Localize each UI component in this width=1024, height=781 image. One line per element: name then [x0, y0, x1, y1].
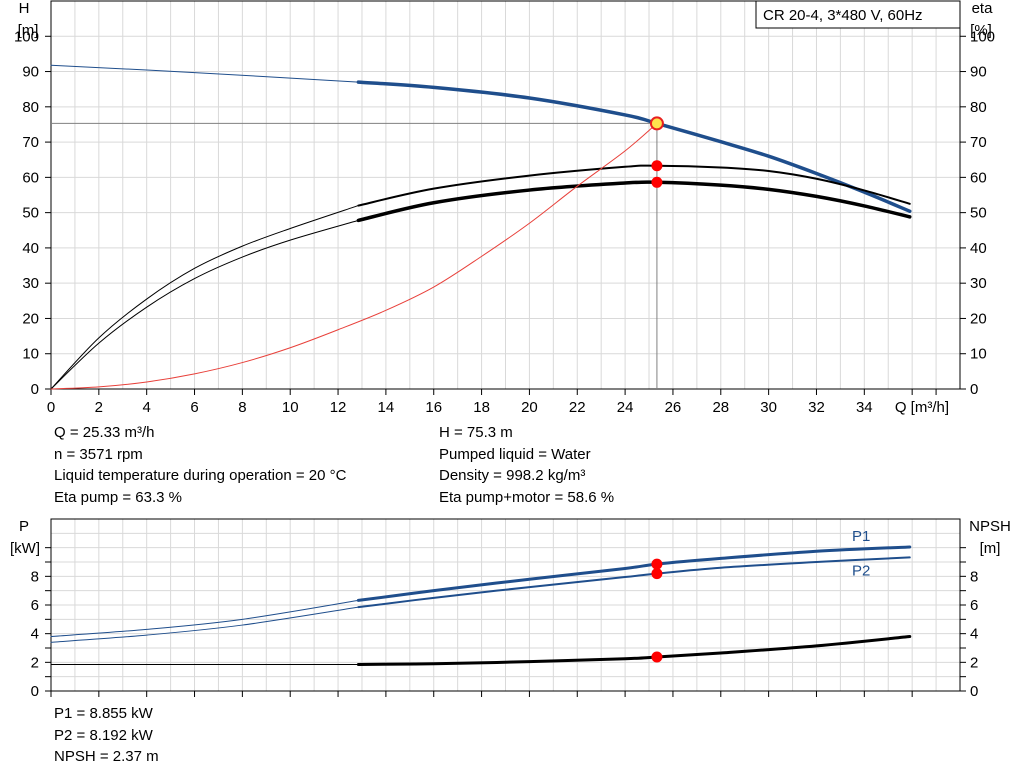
chart1-y-tick-label-left: 20 — [22, 310, 39, 327]
chart1-x-axis-label: Q [m³/h] — [895, 399, 949, 416]
chart1-y-tick-label-left: 80 — [22, 99, 39, 116]
chart2-curve-npsh — [356, 635, 912, 666]
chart2-y-tick-label-right: 6 — [970, 597, 978, 614]
info-eta-pump: Eta pump = 63.3 % — [54, 488, 182, 506]
info-p1: P1 = 8.855 kW — [54, 705, 153, 722]
chart2-y-tick-label-right: 4 — [970, 626, 978, 643]
info-flow: Q = 25.33 m³/h — [54, 424, 155, 441]
chart2-y-tick-label-left: 2 — [31, 654, 39, 671]
chart1-x-tick-label: 8 — [238, 399, 246, 416]
chart2-y-tick-label-right: 2 — [970, 654, 978, 671]
info-pumped-liquid: Pumped liquid = Water — [439, 445, 591, 463]
chart1-y-tick-label-right: 80 — [970, 99, 987, 116]
info-p2: P2 = 8.192 kW — [54, 726, 153, 744]
chart1-curve-eta_pump_thin — [50, 205, 359, 390]
chart2-y-axis-unit-right: [m] — [980, 540, 1001, 557]
chart1-y-tick-label-left: 60 — [22, 169, 39, 186]
chart1-y-tick-label-left: 30 — [22, 275, 39, 292]
chart1-x-tick-label: 10 — [282, 399, 299, 416]
chart-title: CR 20-4, 3*480 V, 60Hz — [763, 7, 923, 24]
chart2-curve-p1_thin — [50, 599, 359, 638]
chart1-x-tick-label: 14 — [378, 399, 395, 416]
chart1-x-tick-label: 4 — [143, 399, 151, 416]
chart1-y-tick-label-left: 90 — [22, 64, 39, 81]
power-info: P1 = 8.855 kW P2 = 8.192 kW NPSH = 2.37 … — [54, 703, 159, 768]
chart1-y-axis-label-left: H — [19, 0, 30, 17]
chart1-curve-head — [356, 80, 912, 213]
chart1-y-tick-label-left: 10 — [22, 346, 39, 363]
chart1-y-tick-label-right: 60 — [970, 169, 987, 186]
chart1-x-tick-label: 12 — [330, 399, 347, 416]
info-head: H = 75.3 m — [439, 424, 513, 441]
chart2-curve-p2_thin — [50, 606, 359, 643]
info-liquid-temperature: Liquid temperature during operation = 20… — [54, 467, 347, 484]
chart2-curve-p2 — [357, 556, 911, 609]
chart1-frame — [50, 0, 961, 390]
info-eta-pump-motor: Eta pump+motor = 58.6 % — [439, 488, 615, 506]
chart1-x-tick-label: 28 — [712, 399, 729, 416]
chart1-y-tick-label-left: 0 — [31, 381, 39, 398]
chart1-curve-eta_pump — [357, 164, 911, 207]
chart1-y-tick-label-right: 50 — [970, 205, 987, 222]
chart2-operating-point — [651, 568, 663, 580]
chart1-y-tick-label-left: 100 — [14, 28, 39, 45]
chart2-y-axis-label-left: P — [19, 518, 29, 535]
chart2-y-tick-label-left: 0 — [31, 683, 39, 700]
chart1-operating-point — [651, 160, 663, 172]
chart1-x-tick-label: 20 — [521, 399, 538, 416]
chart2-operating-point — [651, 558, 663, 570]
chart1-y-tick-label-left: 40 — [22, 240, 39, 257]
chart1-x-tick-label: 0 — [47, 399, 55, 416]
chart1-curve-head_thin — [50, 64, 359, 83]
chart1-y-axis-unit-left: [m] — [18, 22, 39, 39]
chart1-y-tick-label-right: 40 — [970, 240, 987, 257]
chart1-x-tick-label: 34 — [856, 399, 873, 416]
chart1-y-tick-label-left: 50 — [22, 205, 39, 222]
chart1-x-tick-label: 24 — [617, 399, 634, 416]
chart1-x-tick-label: 22 — [569, 399, 586, 416]
duty-point-marker — [649, 116, 664, 131]
chart2-y-axis-unit-left: [kW] — [10, 540, 40, 557]
chart1-y-axis-unit-right: [%] — [970, 22, 992, 39]
chart2-operating-point — [651, 651, 663, 663]
chart1-y-axis-label-right: eta — [972, 0, 994, 17]
operating-info-left: Q = 25.33 m³/h n = 3571 rpm Liquid tempe… — [54, 422, 346, 508]
chart2-y-tick-label-right: 8 — [970, 568, 978, 585]
chart-title-box — [755, 0, 961, 29]
chart1-curve-eta_total — [356, 180, 912, 223]
info-density: Density = 998.2 kg/m³ — [439, 467, 586, 484]
operating-info-right: H = 75.3 m Pumped liquid = Water Density… — [439, 422, 614, 508]
chart1-y-tick-label-right: 100 — [970, 28, 995, 45]
chart1-curve-system — [50, 122, 658, 390]
chart1-x-tick-label: 16 — [425, 399, 442, 416]
chart2-y-tick-label-left: 4 — [31, 626, 39, 643]
info-speed: n = 3571 rpm — [54, 445, 143, 463]
chart1-operating-point — [651, 176, 663, 188]
chart1-y-tick-label-left: 70 — [22, 134, 39, 151]
chart2-series-label-p1: P1 — [852, 528, 870, 545]
info-npsh: NPSH = 2.37 m — [54, 748, 159, 765]
chart1-x-tick-label: 32 — [808, 399, 825, 416]
chart2-y-tick-label-left: 8 — [31, 568, 39, 585]
chart2-y-tick-label-left: 6 — [31, 597, 39, 614]
chart1-y-tick-label-right: 90 — [970, 64, 987, 81]
chart1-x-tick-label: 6 — [190, 399, 198, 416]
chart2-y-tick-label-right: 0 — [970, 683, 978, 700]
chart2-series-label-p2: P2 — [852, 562, 870, 579]
chart1-y-tick-label-right: 10 — [970, 346, 987, 363]
chart1-x-tick-label: 26 — [665, 399, 682, 416]
chart2-y-axis-label-right: NPSH — [969, 518, 1011, 535]
chart1-curve-eta_total_thin — [50, 219, 359, 390]
chart1-x-tick-label: 18 — [473, 399, 490, 416]
chart1-y-tick-label-right: 20 — [970, 310, 987, 327]
chart2-curve-p1 — [356, 545, 912, 602]
chart1-x-tick-label: 30 — [760, 399, 777, 416]
chart1-y-tick-label-right: 0 — [970, 381, 978, 398]
chart1-y-tick-label-right: 30 — [970, 275, 987, 292]
chart1-x-tick-label: 2 — [95, 399, 103, 416]
chart1-y-tick-label-right: 70 — [970, 134, 987, 151]
